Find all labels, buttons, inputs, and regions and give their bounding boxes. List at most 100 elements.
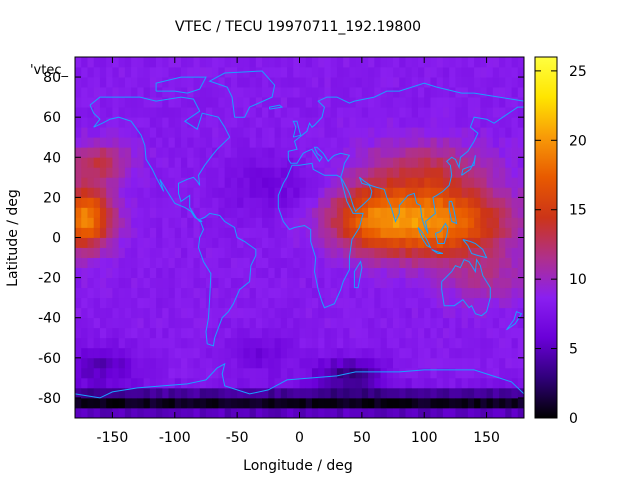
heat-cell (486, 367, 494, 379)
heat-cell (255, 177, 263, 188)
heat-cell (380, 147, 388, 158)
heat-cell (405, 67, 413, 78)
heat-cell (343, 337, 350, 349)
heat-cell (93, 257, 101, 268)
heat-cell (505, 317, 512, 329)
heat-cell (505, 397, 512, 409)
heat-cell (480, 287, 487, 299)
heat-cell (262, 387, 269, 399)
heat-cell (149, 247, 157, 258)
heat-cell (187, 147, 194, 158)
heat-cell (417, 337, 425, 349)
heat-cell (87, 337, 95, 349)
heat-cell (205, 167, 213, 178)
heat-cell (118, 397, 126, 409)
heat-cell (349, 247, 357, 258)
heat-cell (474, 287, 481, 299)
heat-cell (149, 187, 157, 198)
heat-cell (511, 277, 519, 289)
heat-cell (174, 117, 182, 128)
heat-cell (87, 307, 95, 319)
heat-cell (318, 167, 325, 178)
heat-cell (311, 217, 319, 228)
heat-cell (199, 207, 207, 218)
heat-cell (436, 317, 444, 329)
heat-cell (505, 247, 512, 258)
heat-cell (87, 287, 95, 299)
heat-cell (455, 207, 463, 218)
heat-cell (212, 307, 219, 319)
heat-cell (411, 407, 419, 419)
heat-cell (280, 87, 288, 98)
heat-cell (249, 367, 257, 379)
coastline-path (417, 227, 432, 249)
heat-cell (237, 377, 244, 389)
heat-cell (268, 367, 275, 379)
heat-cell (511, 187, 519, 198)
heat-cell (274, 327, 282, 339)
heat-cell (162, 347, 169, 359)
heat-cell (361, 87, 369, 98)
heat-cell (287, 387, 294, 399)
heat-cell (336, 127, 344, 138)
heat-cell (455, 307, 463, 319)
heat-cell (474, 57, 481, 68)
heat-cell (436, 117, 444, 128)
heat-cell (212, 347, 219, 359)
coastline-path (441, 258, 491, 317)
heat-cell (430, 127, 438, 138)
heat-cell (299, 137, 307, 148)
heat-cell (424, 237, 431, 248)
heat-cell (486, 137, 494, 148)
heat-cell (293, 317, 300, 329)
heat-cell (318, 277, 325, 289)
heat-cell (99, 277, 107, 289)
heat-cell (318, 227, 325, 238)
heat-cell (442, 207, 450, 218)
heat-cell (162, 67, 169, 78)
heat-cell (280, 307, 288, 319)
heat-cell (187, 187, 194, 198)
heat-cell (268, 397, 275, 409)
heat-cell (311, 67, 319, 78)
heat-cell (511, 387, 519, 399)
heat-cell (193, 307, 201, 319)
heat-cell (149, 167, 157, 178)
heat-cell (299, 257, 307, 268)
heat-cell (374, 277, 381, 289)
heat-cell (380, 157, 388, 168)
heat-cell (156, 387, 163, 399)
heat-cell (262, 397, 269, 409)
heat-cell (318, 67, 325, 78)
heat-cell (499, 327, 506, 339)
heat-cell (118, 77, 126, 88)
heat-cell (474, 327, 481, 339)
heat-cell (162, 237, 169, 248)
heat-cell (280, 197, 288, 208)
heat-cell (449, 367, 456, 379)
heat-cell (118, 337, 126, 349)
heat-cell (205, 237, 213, 248)
heat-cell (156, 117, 163, 128)
heat-cell (243, 87, 251, 98)
heat-cell (517, 287, 525, 299)
heat-cell (349, 377, 357, 389)
heat-cell (224, 297, 232, 309)
heat-cell (143, 357, 151, 369)
heat-cell (380, 307, 388, 319)
heat-cell (486, 327, 494, 339)
heat-cell (386, 237, 394, 248)
heat-cell (361, 257, 369, 268)
heat-cell (393, 287, 400, 299)
heat-cell (268, 357, 275, 369)
heat-cell (168, 137, 176, 148)
heat-cell (299, 277, 307, 289)
heat-cell (511, 397, 519, 409)
heat-cell (181, 127, 188, 138)
heat-cell (262, 217, 269, 228)
heat-cell (230, 197, 238, 208)
heat-cell (355, 267, 363, 279)
heat-cell (499, 317, 506, 329)
heat-cell (287, 57, 294, 68)
heat-cell (474, 337, 481, 349)
